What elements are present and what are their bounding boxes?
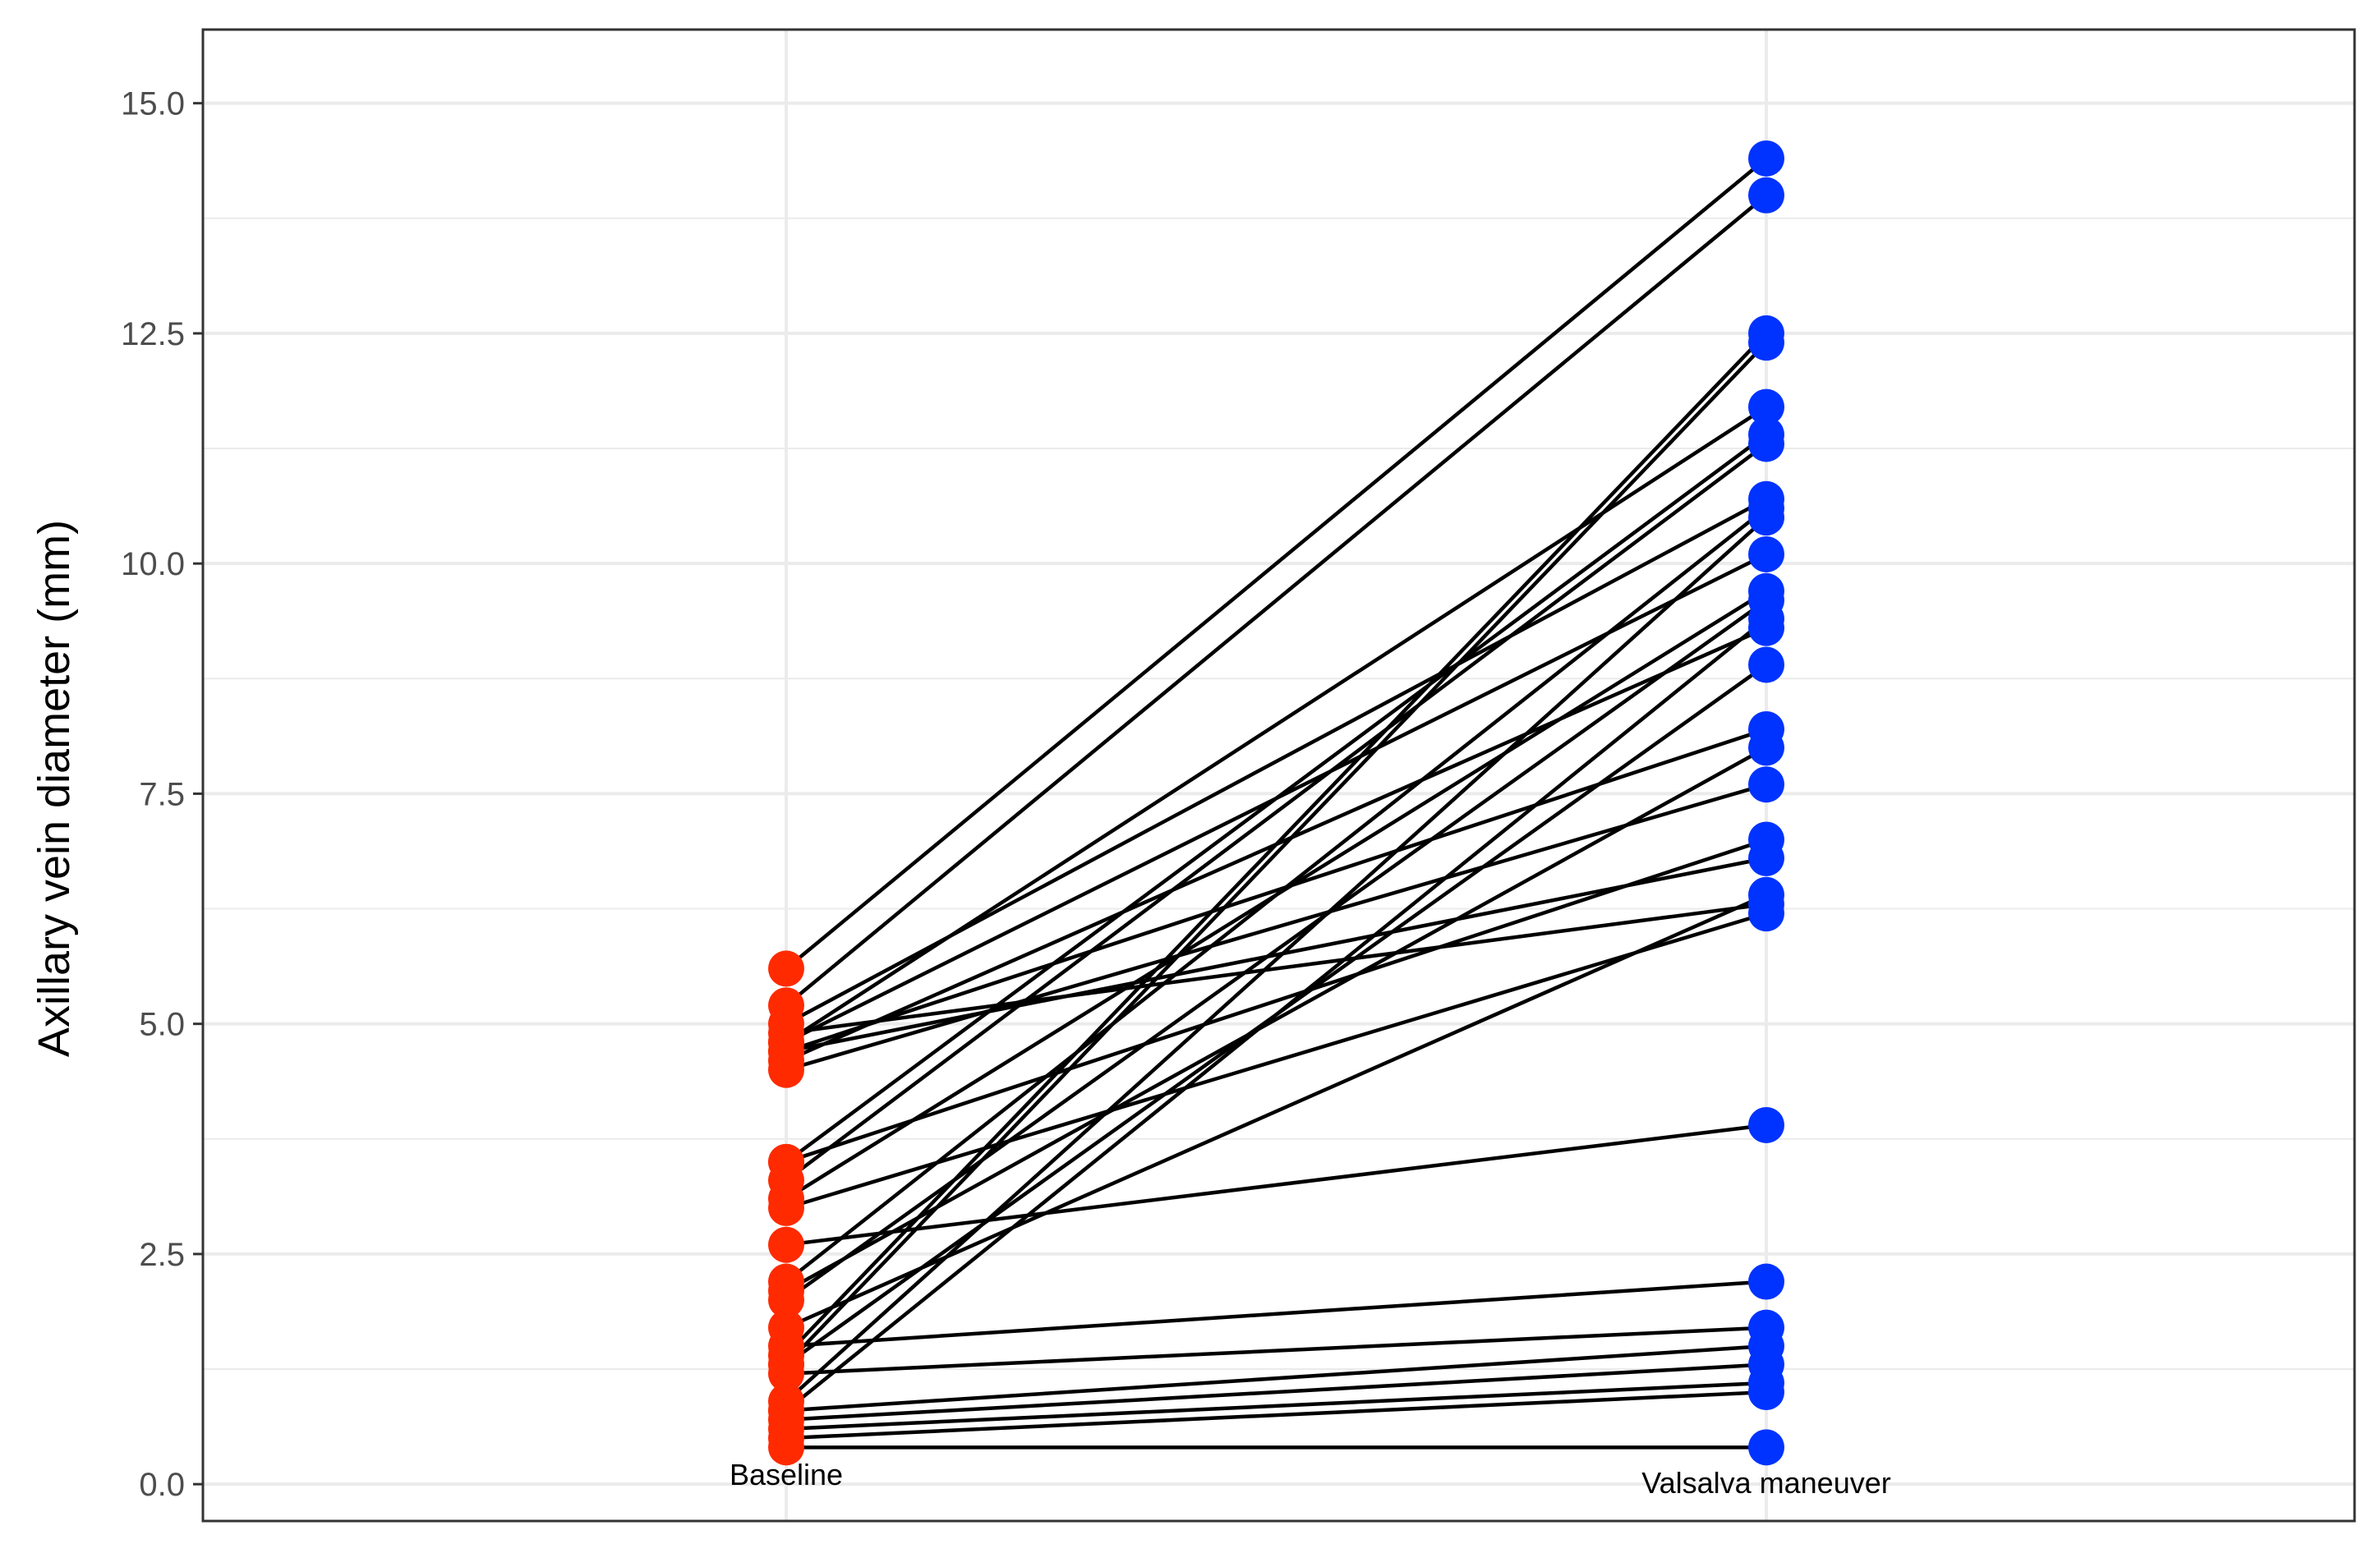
pair-line [785,727,1767,1054]
pair-line [785,194,1768,1007]
pair-line [785,746,1768,1293]
baseline-point [768,1263,804,1300]
y-tick-label: 0.0 [139,1467,185,1503]
y-tick-label: 12.5 [121,316,185,352]
pair-line [785,1390,1767,1441]
valsalva-point [1748,480,1784,517]
valsalva-point [1748,572,1784,609]
baseline-point [768,1383,804,1420]
grid-layer [203,30,2355,1521]
pair-line [785,1344,1767,1413]
pair-line [785,783,1767,1072]
pair-line [785,552,1768,1045]
pair-line [785,599,1768,1302]
pair-line [785,856,1767,1054]
baseline-point [768,1143,804,1180]
pair-line [785,1123,1767,1247]
valsalva-point [1748,609,1784,646]
pair-lines [785,157,1768,1450]
valsalva-point [1748,388,1784,425]
valsalva-point [1748,315,1784,352]
y-tick-label: 7.5 [139,776,185,812]
x-category-label: Baseline [730,1458,843,1491]
valsalva-point [1748,177,1784,214]
valsalva-point [1748,839,1784,876]
valsalva-point [1748,885,1784,922]
pair-line [785,893,1767,1330]
valsalva-point [1748,140,1784,177]
pair-line [785,442,1768,1183]
pair-line [785,497,1768,1026]
valsalva-point [1748,1429,1784,1466]
data-points [768,140,1784,1466]
pair-line [785,911,1767,1211]
axis-labels: 0.0 2.5 5.0 7.5 10.0 12.5 15.0 Baseline Valsalva… [121,86,1891,1503]
baseline-point [768,1226,804,1263]
valsalva-point [1748,416,1784,453]
valsalva-point [1748,646,1784,683]
valsalva-point [1748,710,1784,747]
valsalva-point [1748,1263,1784,1300]
y-tick-label: 2.5 [139,1237,185,1273]
valsalva-point [1748,766,1784,803]
pair-line [785,1381,1767,1431]
pair-line [785,1362,1767,1422]
pair-line [785,1326,1767,1376]
pair-line [785,626,1767,1063]
valsalva-point [1748,1309,1784,1346]
y-tick-label: 5.0 [139,1007,185,1043]
x-category-label: Valsalva maneuver [1641,1466,1891,1500]
y-tick-label: 10.0 [121,546,185,582]
valsalva-point [1748,535,1784,572]
baseline-point [768,950,804,987]
valsalva-point [1748,1106,1784,1143]
pair-line [785,589,1768,1201]
pair-line [785,157,1768,971]
pair-line [785,838,1767,1164]
panel-border [201,28,2356,1523]
pair-line [785,1280,1767,1349]
baseline-point [768,987,804,1024]
y-tick-label: 15.0 [121,86,185,122]
pair-line [785,902,1767,1036]
y-axis-title: Axillary vein diameter (mm) [30,520,79,1057]
baseline-point [768,1309,804,1346]
